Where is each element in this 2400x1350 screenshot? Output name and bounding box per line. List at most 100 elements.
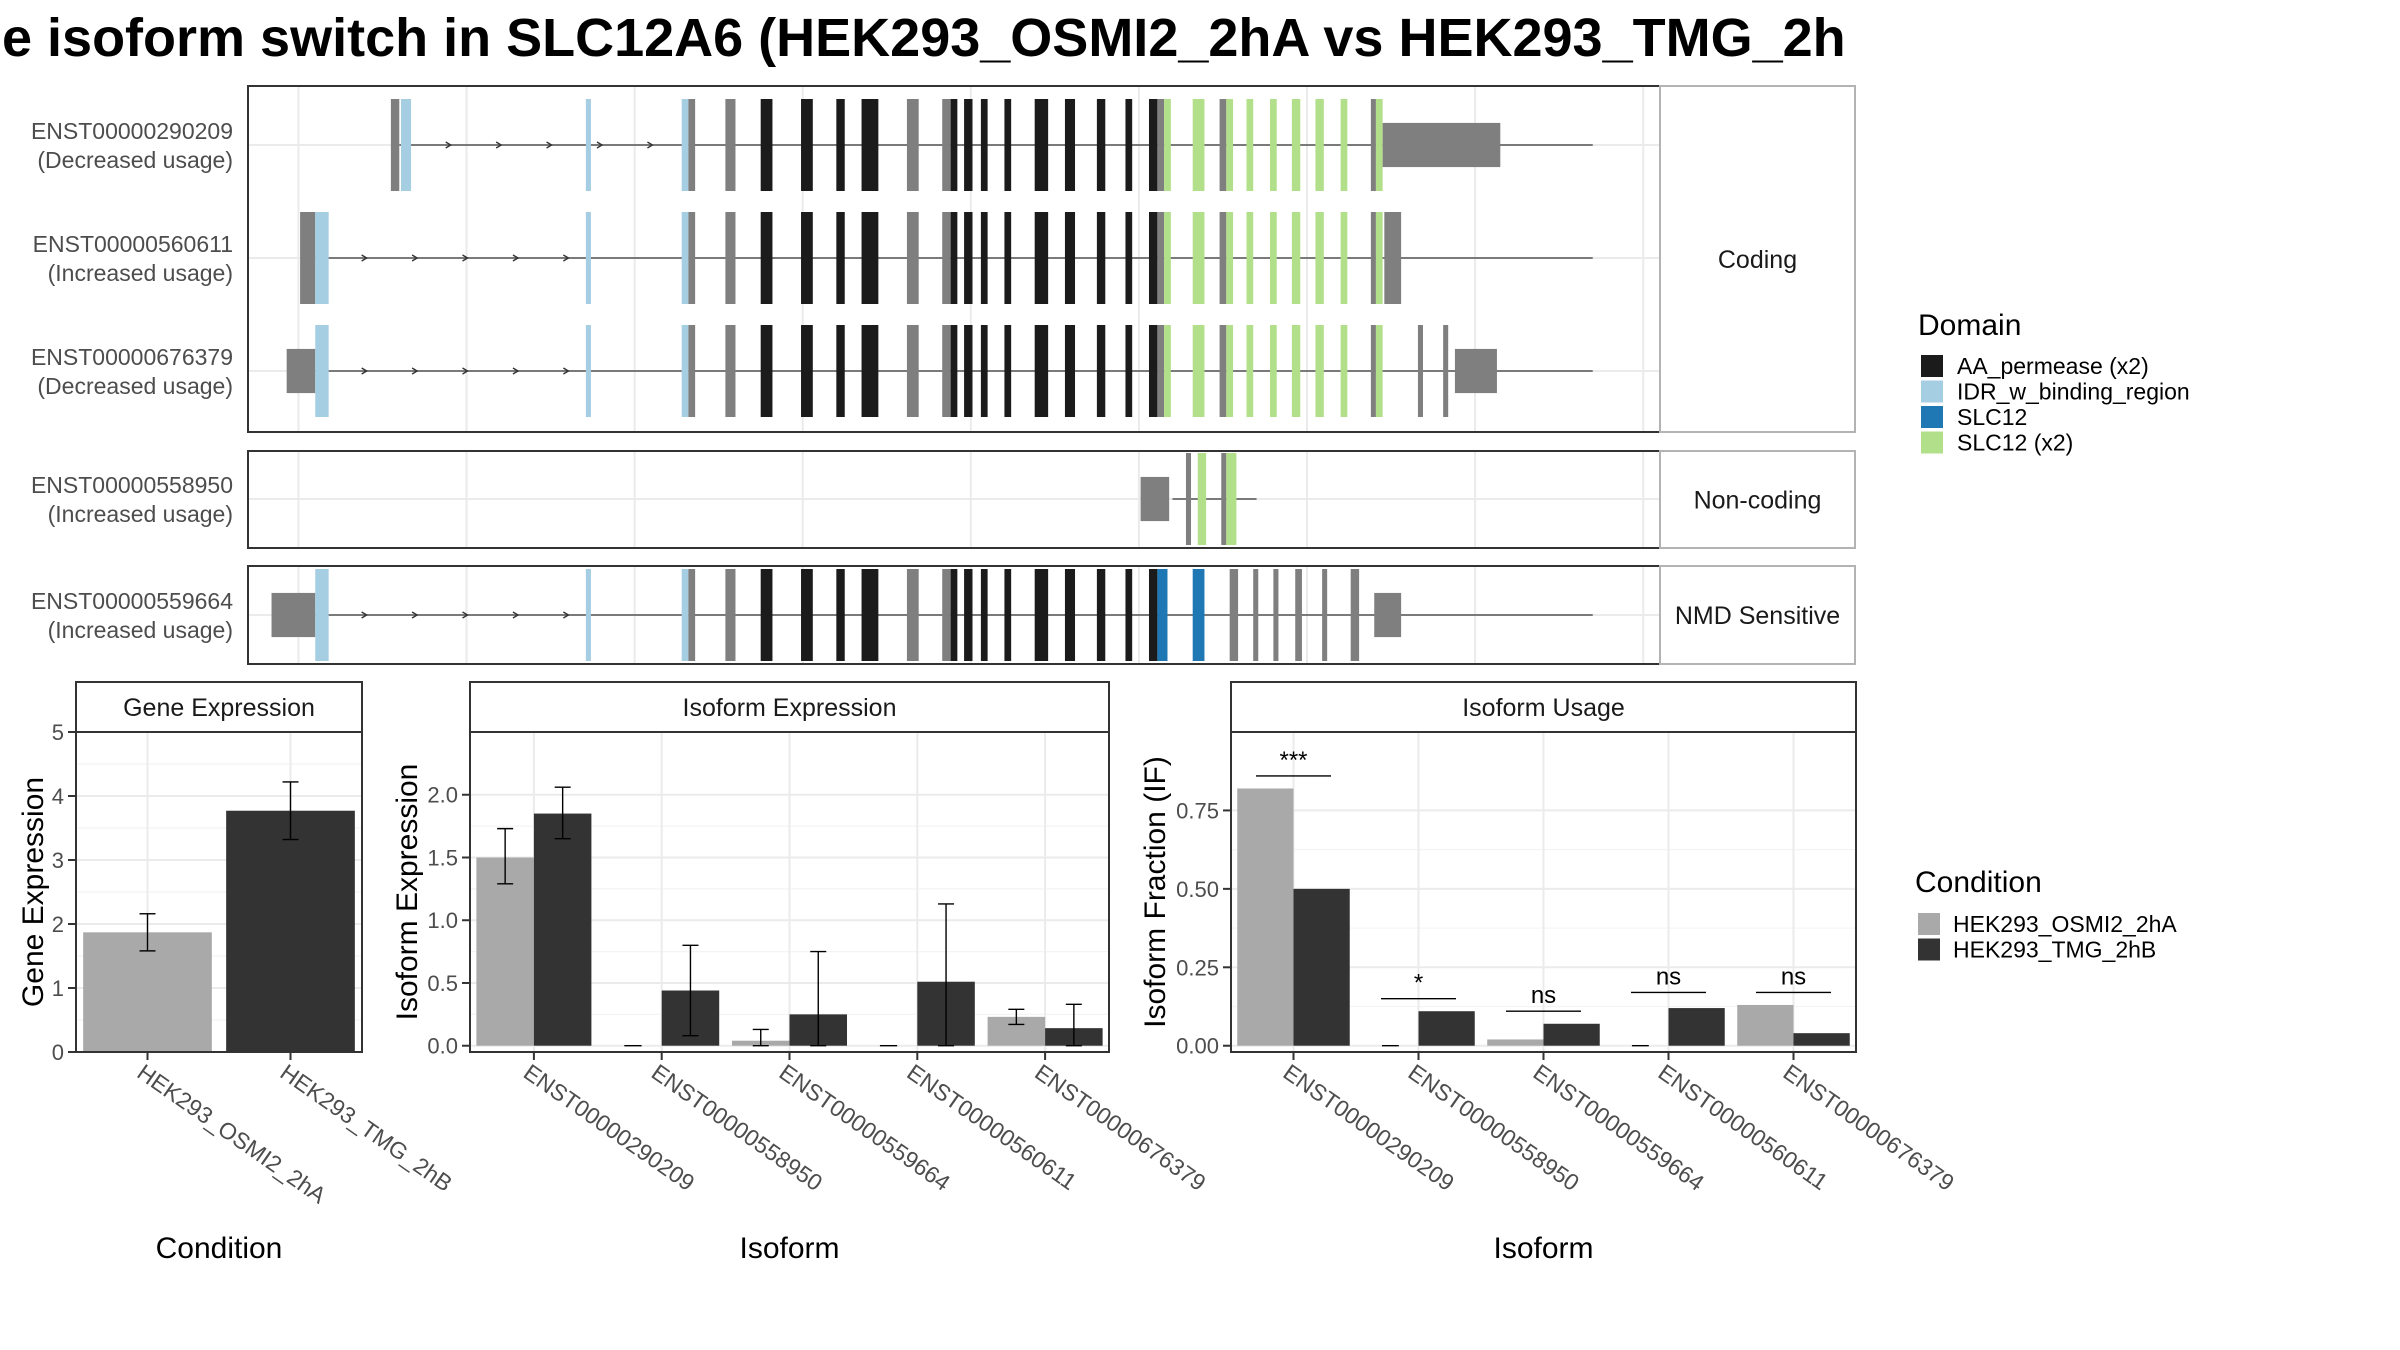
exon-block [801, 325, 813, 417]
exon-block [688, 212, 696, 304]
structure-panel: Coding [247, 85, 1856, 433]
condition-legend-key [1918, 913, 1940, 935]
exon-block [964, 99, 973, 191]
exon-block [861, 212, 879, 304]
data-bar [1293, 888, 1350, 1046]
exon-block [1125, 569, 1133, 661]
condition-legend-label: HEK293_OSMI2_2hA [1953, 911, 2177, 937]
exon-block [1148, 212, 1158, 304]
exon-block [688, 325, 696, 417]
significance-label: ns [1656, 963, 1681, 990]
exon-block [681, 99, 689, 191]
structure-panel: Non-coding [247, 450, 1856, 549]
exon-block [1164, 212, 1171, 304]
exon-block [1064, 569, 1076, 661]
direction-arrow [462, 611, 469, 619]
exon-block [1315, 99, 1324, 191]
exon-block [681, 325, 689, 417]
exon-block [942, 569, 951, 661]
exon-block [1034, 569, 1049, 661]
data-bar [1737, 1004, 1794, 1046]
exon-block [1125, 212, 1133, 304]
exon-block [1315, 325, 1324, 417]
exon-block [1096, 569, 1106, 661]
direction-arrow [411, 254, 419, 262]
exon-block [1370, 99, 1376, 191]
direction-arrow [512, 254, 520, 262]
exon-block [1417, 325, 1423, 417]
significance-label: ns [1781, 963, 1806, 990]
facet-strip [1659, 450, 1856, 549]
transcript-id-label: ENST00000560611 [33, 231, 233, 257]
exon-block [1148, 325, 1158, 417]
exon-block [801, 569, 813, 661]
exon-block [1164, 325, 1171, 417]
exon-block [725, 212, 736, 304]
data-bar [533, 813, 592, 1046]
transcript-id-label: ENST00000558950 [31, 472, 233, 498]
exon-block [1375, 325, 1383, 417]
exon-block [980, 99, 988, 191]
exon-block [390, 99, 400, 191]
y-tick-label: 2 [52, 912, 64, 937]
panel-border [75, 731, 363, 1053]
exon-block [1197, 453, 1207, 545]
y-tick-label: 1.0 [427, 908, 458, 933]
exon-block [942, 325, 951, 417]
exon-block [1295, 569, 1302, 661]
exon-block [950, 325, 958, 417]
x-axis-title: Isoform [739, 1232, 839, 1265]
exon-block [585, 569, 591, 661]
exon-block [1374, 592, 1402, 638]
data-bar [1487, 1039, 1544, 1046]
exon-block [1096, 212, 1106, 304]
data-bar [1418, 1011, 1475, 1046]
exon-block [950, 569, 958, 661]
y-tick-label: 0.75 [1176, 798, 1219, 823]
exon-block [1064, 325, 1076, 417]
exon-block [688, 569, 696, 661]
exon-block [1004, 325, 1012, 417]
panel-strip [469, 681, 1110, 733]
exon-block [1064, 212, 1076, 304]
exon-block [1164, 99, 1171, 191]
exon-block [980, 569, 988, 661]
exon-block [1384, 212, 1402, 304]
direction-arrow [563, 367, 570, 375]
exon-block [1192, 99, 1205, 191]
exon-block [801, 99, 813, 191]
exon-block [942, 212, 951, 304]
panel-strip [1230, 681, 1857, 733]
direction-arrow [411, 611, 419, 619]
exon-block [1246, 325, 1254, 417]
exon-block [1246, 99, 1254, 191]
exon-block [1192, 325, 1205, 417]
exon-block [681, 569, 689, 661]
exon-block [1226, 212, 1234, 304]
exon-block [1004, 212, 1012, 304]
exon-block [1443, 325, 1449, 417]
exon-block [1034, 99, 1049, 191]
y-tick-label: 0.5 [427, 971, 458, 996]
exon-block [286, 348, 316, 394]
y-tick-label: 5 [52, 720, 64, 745]
facet-strip-label: NMD Sensitive [1675, 602, 1840, 630]
exon-block [906, 212, 919, 304]
transcript-usage-label: (Decreased usage) [37, 147, 233, 173]
direction-arrow [361, 254, 369, 262]
exon-block [1219, 99, 1227, 191]
exon-block [836, 325, 845, 417]
exon-block [1270, 212, 1277, 304]
exon-block [1315, 212, 1324, 304]
direction-arrow [495, 141, 503, 149]
y-tick-label: 0.25 [1176, 955, 1219, 980]
exon-block [1270, 325, 1277, 417]
exon-block [964, 212, 973, 304]
exon-block [1157, 569, 1168, 661]
exon-block [980, 325, 988, 417]
exon-block [1350, 569, 1360, 661]
exon-block [1226, 325, 1234, 417]
exon-block [1096, 99, 1106, 191]
exon-block [585, 325, 591, 417]
